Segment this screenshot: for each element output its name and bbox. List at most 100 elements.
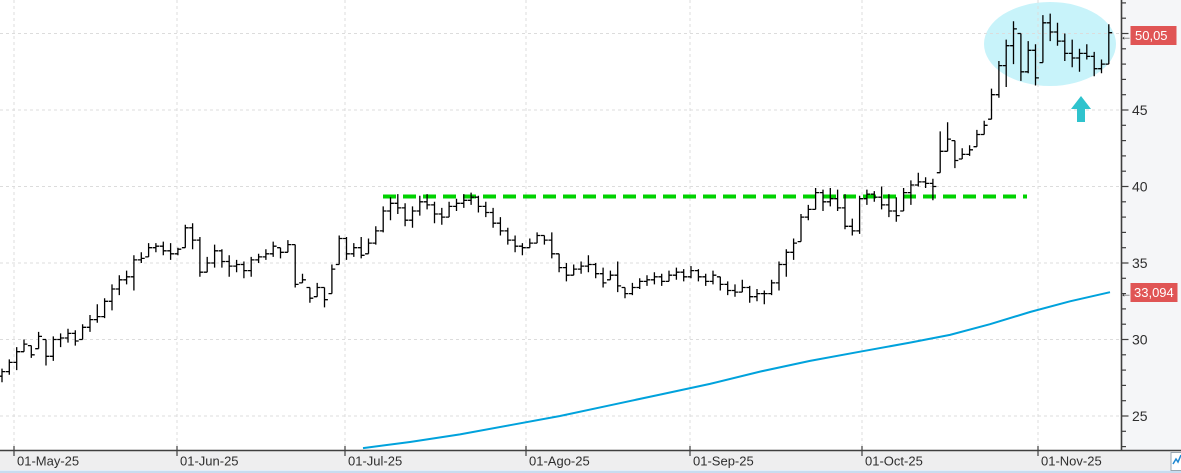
ohlc-bar[interactable] <box>680 269 688 282</box>
ohlc-bar[interactable] <box>1039 15 1047 64</box>
ohlc-bar[interactable] <box>988 88 995 120</box>
ohlc-bar[interactable] <box>79 324 86 341</box>
ohlc-bar[interactable] <box>929 178 937 201</box>
ohlc-bar[interactable] <box>262 249 270 260</box>
highlight-ellipse[interactable] <box>984 2 1116 86</box>
ohlc-bar[interactable] <box>533 232 541 244</box>
ohlc-bar[interactable] <box>1090 51 1098 77</box>
ohlc-bar[interactable] <box>1054 22 1061 46</box>
x-axis-strip[interactable] <box>0 451 1181 470</box>
ohlc-bar[interactable] <box>782 249 790 277</box>
ohlc-bar[interactable] <box>819 189 827 211</box>
ohlc-bar[interactable] <box>64 328 72 343</box>
ohlc-bar[interactable] <box>1083 44 1091 60</box>
ohlc-bar[interactable] <box>0 368 6 383</box>
ohlc-bar[interactable] <box>746 285 754 303</box>
ohlc-bar[interactable] <box>453 198 460 211</box>
ohlc-bar[interactable] <box>826 188 834 207</box>
ohlc-bar[interactable] <box>878 186 885 210</box>
ohlc-bar[interactable] <box>973 129 981 148</box>
ohlc-bar[interactable] <box>357 237 365 259</box>
ohlc-bar[interactable] <box>467 192 475 205</box>
ohlc-bar[interactable] <box>497 217 504 236</box>
ohlc-bar[interactable] <box>379 206 387 233</box>
ohlc-bar[interactable] <box>797 214 805 243</box>
buy-signal-arrow-icon[interactable] <box>1071 96 1091 122</box>
ohlc-bar[interactable] <box>922 177 929 188</box>
ohlc-bar[interactable] <box>20 339 28 353</box>
ohlc-bar[interactable] <box>577 261 585 274</box>
ohlc-bar[interactable] <box>621 286 629 299</box>
ohlc-bar[interactable] <box>475 195 482 213</box>
ohlc-bar[interactable] <box>848 218 856 236</box>
ohlc-bar[interactable] <box>1002 39 1010 87</box>
ohlc-bar[interactable] <box>738 279 746 293</box>
ohlc-bar[interactable] <box>71 330 79 346</box>
ohlc-bar[interactable] <box>651 272 658 285</box>
ohlc-bar[interactable] <box>951 139 959 169</box>
ohlc-bar[interactable] <box>284 240 292 253</box>
ohlc-bar[interactable] <box>753 289 761 302</box>
ohlc-bar[interactable] <box>775 261 783 291</box>
ohlc-bar[interactable] <box>695 269 702 282</box>
ohlc-bar[interactable] <box>980 120 988 136</box>
ohlc-bar[interactable] <box>863 189 871 205</box>
ohlc-bar[interactable] <box>27 344 35 358</box>
x-axis[interactable]: 01-May-25 01-Jun-25 01-Jul-25 01-Ago-25 01-S… <box>0 446 1181 469</box>
ohlc-bar[interactable] <box>247 256 255 277</box>
ohlc-bar[interactable] <box>13 347 21 371</box>
ohlc-bar[interactable] <box>1068 39 1076 68</box>
ohlc-bar[interactable] <box>995 61 1003 98</box>
ohlc-bar[interactable] <box>768 279 775 296</box>
ohlc-bar[interactable] <box>944 122 951 152</box>
ohlc-bar[interactable] <box>343 237 350 260</box>
price-bars[interactable] <box>0 13 1113 383</box>
ohlc-bar[interactable] <box>328 264 336 295</box>
ohlc-bar[interactable] <box>804 204 812 221</box>
ohlc-bar[interactable] <box>299 273 306 284</box>
ohlc-bar[interactable] <box>394 194 402 214</box>
ohlc-bar[interactable] <box>724 281 732 296</box>
ohlc-bar[interactable] <box>511 235 519 253</box>
ohlc-bar[interactable] <box>643 275 651 286</box>
ohlc-bar[interactable] <box>892 197 900 222</box>
ohlc-bar[interactable] <box>900 188 907 212</box>
ohlc-bar[interactable] <box>1105 24 1113 65</box>
ohlc-bar[interactable] <box>203 256 211 273</box>
ohlc-bar[interactable] <box>321 286 328 308</box>
ohlc-bar[interactable] <box>716 276 724 291</box>
ohlc-bar[interactable] <box>1017 32 1025 81</box>
ohlc-bar[interactable] <box>526 238 534 249</box>
ohlc-bar[interactable] <box>1098 59 1105 74</box>
ohlc-bar[interactable] <box>702 273 710 286</box>
ohlc-bar[interactable] <box>269 241 277 257</box>
ohlc-bar[interactable] <box>519 243 526 256</box>
ohlc-bar[interactable] <box>673 267 680 280</box>
ohlc-bar[interactable] <box>1061 33 1069 62</box>
ohlc-bar[interactable] <box>599 267 607 288</box>
ohlc-bar[interactable] <box>482 201 490 218</box>
ohlc-bar[interactable] <box>629 282 636 296</box>
ohlc-bar[interactable] <box>607 270 614 281</box>
plot-background[interactable] <box>0 0 1121 450</box>
ohlc-bar[interactable] <box>731 284 739 297</box>
ohlc-bar[interactable] <box>159 241 167 256</box>
ohlc-bar[interactable] <box>409 206 416 228</box>
ohlc-bar[interactable] <box>841 194 849 230</box>
ohlc-bar[interactable] <box>93 304 101 323</box>
ohlc-bar[interactable] <box>885 194 893 218</box>
ohlc-bar[interactable] <box>291 243 299 288</box>
ohlc-bar[interactable] <box>49 336 57 361</box>
ohlc-bar[interactable] <box>196 237 204 277</box>
ohlc-bar[interactable] <box>665 270 673 283</box>
ohlc-bar[interactable] <box>57 333 64 348</box>
up-arrow-icon[interactable] <box>1071 96 1091 122</box>
ohlc-bar[interactable] <box>1046 13 1054 42</box>
ohlc-bar[interactable] <box>350 243 358 257</box>
corner-zoom-button[interactable] <box>1170 452 1181 471</box>
ohlc-bar[interactable] <box>504 227 512 245</box>
ohlc-bar[interactable] <box>489 207 497 228</box>
ohlc-bar[interactable] <box>1024 41 1032 74</box>
y-axis-strip[interactable] <box>1122 0 1181 450</box>
ohlc-bar[interactable] <box>225 255 233 277</box>
